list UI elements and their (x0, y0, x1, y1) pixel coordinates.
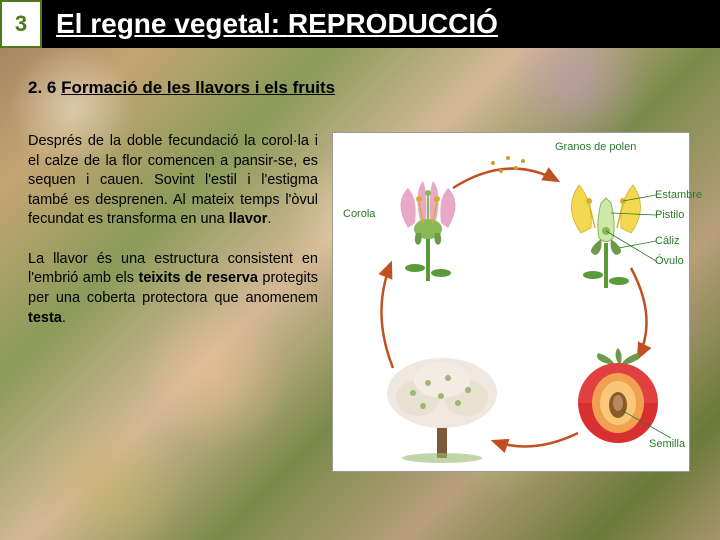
subtitle-underlined: Formació de les llavors i els fruits (61, 78, 335, 97)
label-corola: Corola (343, 208, 375, 220)
text-column: Després de la doble fecundació la corol·… (28, 132, 318, 472)
p1-text: Després de la doble fecundació la corol·… (28, 133, 318, 227)
header: 3 El regne vegetal: REPRODUCCIÓ (0, 0, 720, 48)
paragraph-1: Després de la doble fecundació la corol·… (28, 132, 318, 230)
p1-end: . (267, 211, 271, 227)
tree (373, 348, 513, 468)
subtitle-prefix: 2. 6 (28, 78, 61, 97)
flower-left (373, 173, 483, 283)
title-underlined: REPRODUCCIÓ (288, 8, 498, 39)
label-ovulo: Óvulo (655, 255, 684, 267)
chapter-number: 3 (15, 11, 27, 37)
content-area: 2. 6 Formació de les llavors i els fruit… (0, 48, 720, 492)
p1-bold: llavor (229, 211, 268, 227)
label-granos-polen: Granos de polen (555, 141, 636, 153)
paragraph-2: La llavor és una estructura consistent e… (28, 250, 318, 328)
p2-bold1: teixits de reserva (139, 270, 258, 286)
label-caliz: Cáliz (655, 235, 679, 247)
content-row: Després de la doble fecundació la corol·… (28, 132, 692, 472)
flower-right (551, 173, 671, 293)
label-estambre: Estambre (655, 189, 702, 201)
lifecycle-diagram: Granos de polen Corola Estambre Pistilo … (332, 132, 690, 472)
label-pistilo: Pistilo (655, 209, 684, 221)
chapter-badge: 3 (0, 0, 42, 48)
page-title: El regne vegetal: REPRODUCCIÓ (42, 0, 720, 48)
section-subtitle: 2. 6 Formació de les llavors i els fruit… (28, 78, 692, 98)
title-prefix: El regne vegetal: (56, 8, 288, 39)
p2-bold2: testa (28, 310, 62, 326)
label-semilla: Semilla (649, 438, 685, 450)
p2-end: . (62, 310, 66, 326)
